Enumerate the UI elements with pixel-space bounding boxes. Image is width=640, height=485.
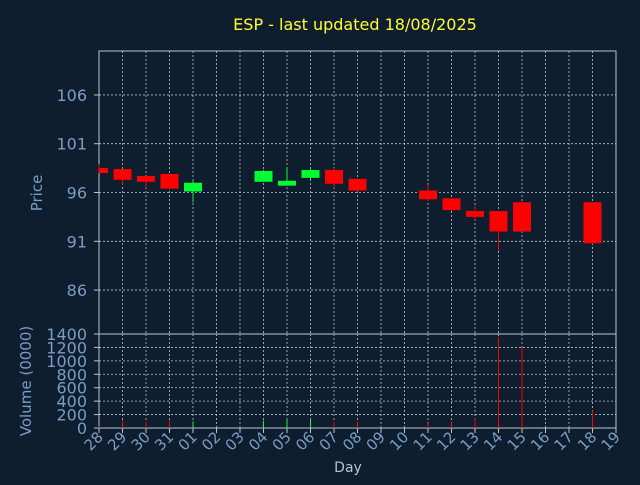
x-tick-label: 19 — [598, 428, 624, 454]
volume-gridlines — [99, 334, 616, 428]
x-tick-label: 08 — [339, 428, 365, 454]
candle-body — [583, 202, 602, 244]
volume-tick-label: 1000 — [46, 352, 87, 371]
volume-tick-label: 200 — [56, 406, 87, 425]
candle-body — [137, 175, 155, 182]
x-tick-label: 03 — [222, 428, 248, 454]
x-tick-labels: 2829303101020304050607080910111213141516… — [81, 428, 624, 454]
candle-body — [301, 170, 320, 178]
candle-body — [419, 190, 437, 200]
candle-body — [113, 169, 132, 180]
price-tick-label: 91 — [67, 232, 87, 251]
candlestick-series — [98, 164, 602, 252]
price-y-tick-labels: 86 91 96 101 106 — [56, 86, 99, 300]
volume-axis-label: Volume (0000) — [17, 326, 35, 436]
x-tick-label: 12 — [433, 428, 459, 454]
x-tick-label: 06 — [292, 428, 318, 454]
volume-tick-label: 1400 — [46, 325, 87, 344]
candle-body — [99, 168, 108, 173]
price-gridlines — [99, 51, 616, 334]
x-tick-label: 05 — [269, 428, 295, 454]
candle-body — [348, 178, 367, 191]
x-tick-label: 15 — [504, 428, 530, 454]
x-tick-label: 17 — [551, 428, 577, 454]
price-tick-label: 106 — [56, 86, 87, 105]
candle-body — [278, 180, 296, 186]
x-tick-label: 14 — [480, 428, 506, 454]
candle-body — [489, 211, 508, 232]
x-tick-label: 16 — [527, 428, 553, 454]
x-tick-label: 10 — [386, 428, 412, 454]
price-tick-label: 96 — [67, 184, 87, 203]
candle-body — [184, 182, 202, 192]
x-axis-label: Day — [334, 460, 362, 476]
x-tick-label: 02 — [198, 428, 224, 454]
x-tick-label: 04 — [245, 428, 271, 454]
candle-body — [325, 170, 343, 184]
x-tick-label: 01 — [175, 428, 201, 454]
x-tick-label: 09 — [363, 428, 389, 454]
candle-body — [513, 202, 531, 232]
volume-series — [98, 337, 593, 428]
x-tick-label: 31 — [151, 428, 177, 454]
x-tick-label: 11 — [410, 428, 436, 454]
volume-tick-label: 400 — [56, 392, 87, 411]
volume-panel — [98, 333, 617, 429]
x-tick-label: 30 — [128, 428, 154, 454]
price-tick-label: 86 — [67, 281, 87, 300]
candle-body — [160, 173, 179, 189]
candle-body — [254, 171, 273, 182]
volume-tick-label: 1200 — [46, 338, 87, 357]
x-tick-label: 13 — [457, 428, 483, 454]
x-tick-label: 29 — [104, 428, 130, 454]
volume-tick-label: 800 — [56, 365, 87, 384]
volume-tick-label: 0 — [77, 419, 87, 438]
volume-tick-label: 600 — [56, 379, 87, 398]
candle-body — [442, 198, 461, 211]
price-axis-label: Price — [28, 175, 46, 212]
x-tick-label: 07 — [316, 428, 342, 454]
price-tick-label: 101 — [56, 135, 87, 154]
chart-title: ESP - last updated 18/08/2025 — [233, 15, 477, 34]
x-tick-label: 18 — [574, 428, 600, 454]
candle-body — [466, 211, 484, 217]
